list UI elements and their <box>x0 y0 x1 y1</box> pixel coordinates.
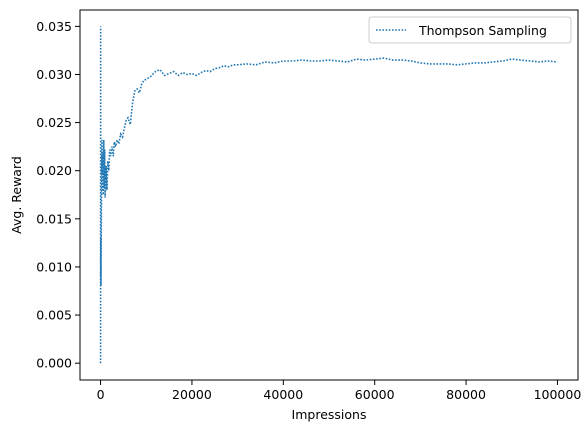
axes-frame <box>79 9 579 381</box>
legend-box <box>368 16 572 44</box>
series-line-thompson-sampling <box>99 26 558 364</box>
x-tick-label: 20000 <box>172 387 212 402</box>
y-tick-label: 0.000 <box>36 356 72 371</box>
y-tick-label: 0.010 <box>36 259 72 274</box>
y-tick-label: 0.015 <box>36 211 72 226</box>
x-tick-label: 100000 <box>534 387 582 402</box>
y-tick-label: 0.005 <box>36 308 72 323</box>
x-tick-label: 60000 <box>355 387 395 402</box>
y-tick-label: 0.025 <box>36 115 72 130</box>
legend: Thompson Sampling <box>368 16 572 44</box>
x-tick-label: 40000 <box>263 387 303 402</box>
y-axis-ticks: 0.000 0.005 0.010 0.015 0.020 0.025 0.030 0.035 <box>36 19 80 371</box>
y-tick-label: 0.030 <box>36 67 72 82</box>
legend-label: Thompson Sampling <box>418 23 547 38</box>
x-axis-label: Impressions <box>292 407 367 422</box>
y-tick-label: 0.035 <box>36 19 72 34</box>
x-tick-label: 0 <box>97 387 105 402</box>
x-axis-ticks: 0 20000 40000 60000 80000 100000 <box>97 380 582 402</box>
y-tick-label: 0.020 <box>36 163 72 178</box>
x-tick-label: 80000 <box>446 387 486 402</box>
y-axis-label: Avg. Reward <box>9 156 24 234</box>
plot-area <box>80 10 578 380</box>
